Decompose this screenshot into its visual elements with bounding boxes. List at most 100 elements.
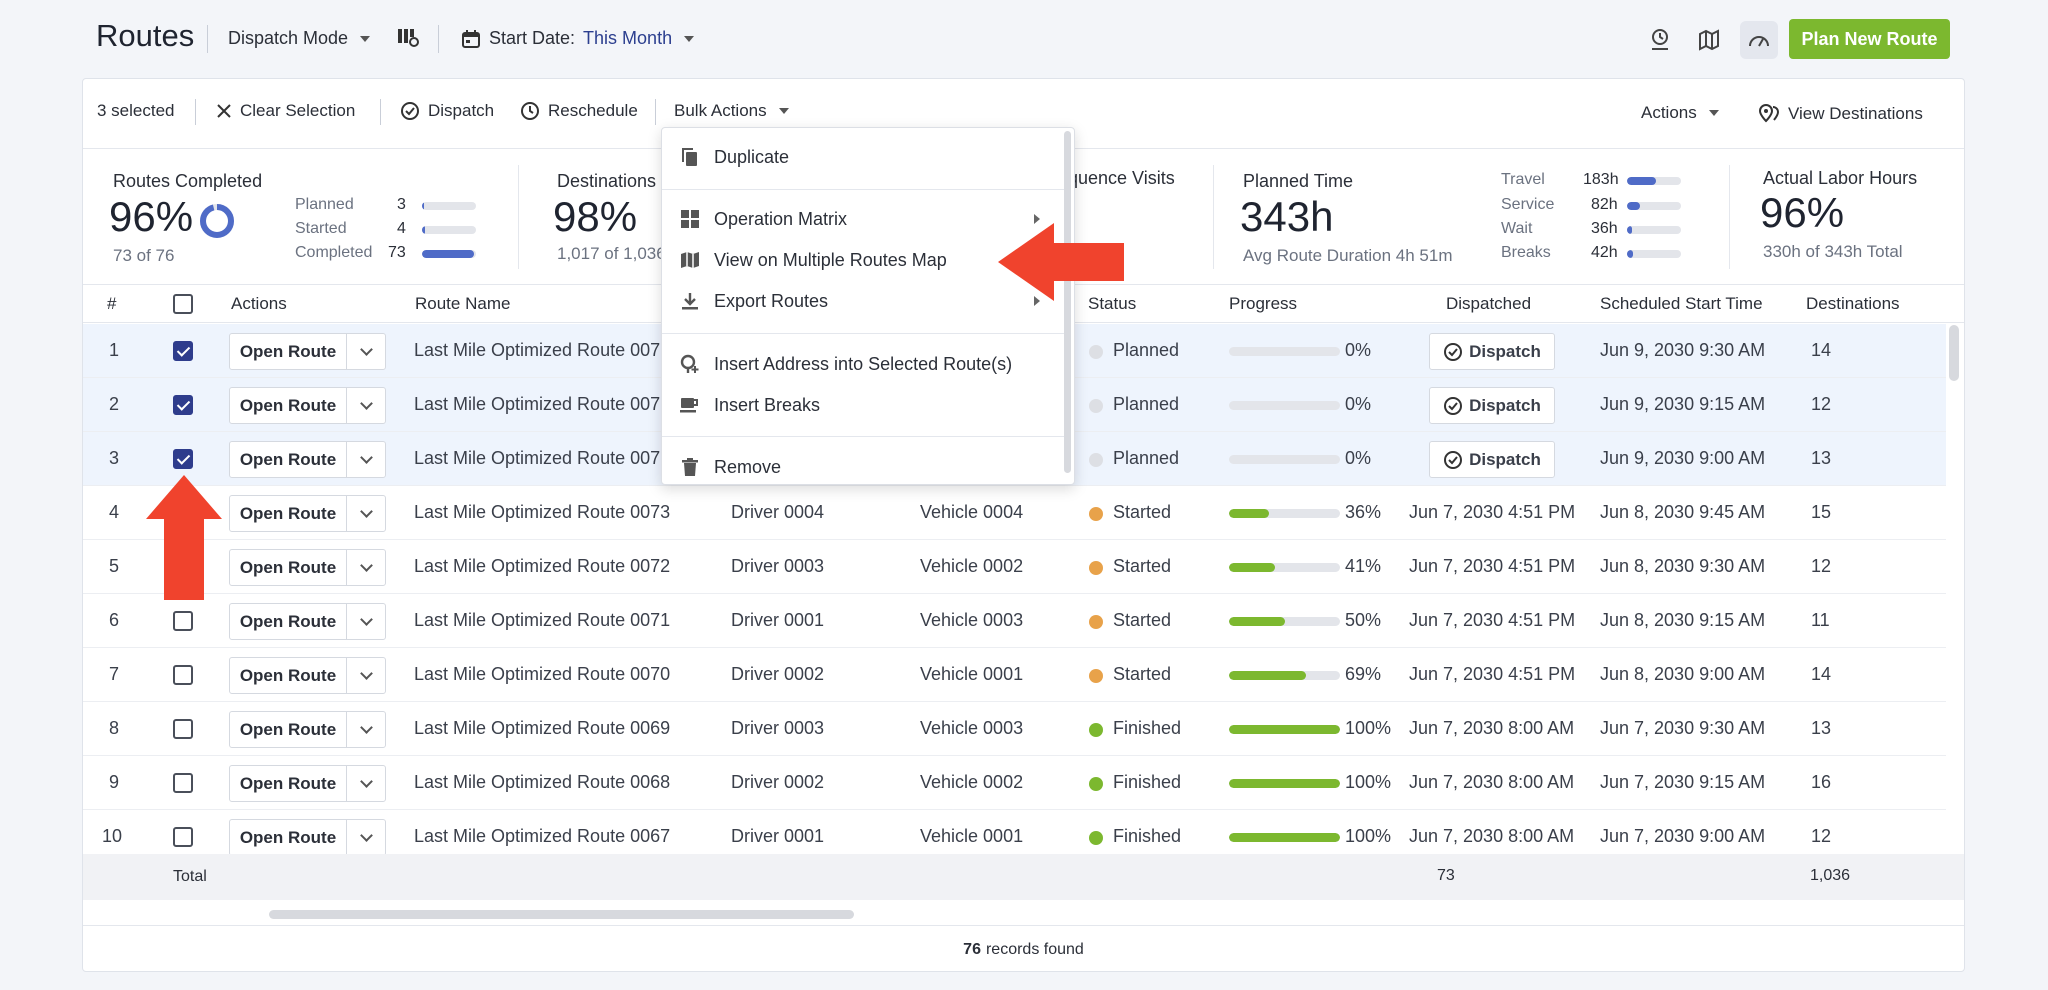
row-checkbox[interactable] — [173, 827, 193, 847]
progress-percent: 0% — [1345, 340, 1372, 360]
open-route-label: Open Route — [239, 504, 337, 523]
col-destinations[interactable]: Destinations — [1806, 294, 1900, 313]
col-num: # — [107, 294, 117, 313]
chevron-down-icon[interactable] — [360, 829, 373, 842]
records-footer: 76 records found — [83, 925, 1964, 973]
scheduled-start: Jun 9, 2030 9:00 AM — [1600, 448, 1766, 468]
chevron-down-icon[interactable] — [360, 343, 373, 356]
column-settings-icon[interactable] — [397, 26, 419, 48]
progress-percent: 100% — [1345, 718, 1392, 738]
dispatched-time: Jun 7, 2030 4:51 PM — [1409, 664, 1576, 684]
view-destinations-button[interactable]: View Destinations — [1758, 103, 1923, 125]
menu-item-export-routes[interactable]: Export Routes — [662, 281, 1064, 321]
vertical-scrollbar[interactable] — [1949, 325, 1959, 381]
progress-bar — [1229, 725, 1340, 734]
route-name[interactable]: Last Mile Optimized Route 007 — [414, 394, 661, 414]
clear-selection-button[interactable]: Clear Selection — [216, 101, 355, 121]
dispatch-mode-dropdown[interactable]: Dispatch Mode — [228, 28, 371, 49]
chevron-down-icon[interactable] — [360, 505, 373, 518]
vehicle-name: Vehicle 0002 — [920, 556, 1024, 576]
open-route-button[interactable]: Open Route — [229, 711, 386, 748]
table-row[interactable]: 10 Open Route Last Mile Optimized Route … — [83, 810, 1946, 864]
route-name[interactable]: Last Mile Optimized Route 0068 — [414, 772, 671, 792]
open-route-button[interactable]: Open Route — [229, 549, 386, 586]
row-checkbox[interactable] — [173, 341, 193, 361]
menu-item-remove[interactable]: Remove — [662, 447, 1064, 484]
table-row[interactable]: 8 Open Route Last Mile Optimized Route 0… — [83, 702, 1946, 756]
row-checkbox[interactable] — [173, 719, 193, 739]
chevron-down-icon[interactable] — [360, 667, 373, 680]
table-row[interactable]: 6 Open Route Last Mile Optimized Route 0… — [83, 594, 1946, 648]
reschedule-button[interactable]: Reschedule — [520, 101, 638, 121]
row-checkbox[interactable] — [173, 773, 193, 793]
bulk-actions-menu: Duplicate Operation Matrix View on Multi… — [661, 127, 1075, 485]
pin-plus-icon — [680, 354, 700, 374]
chevron-down-icon[interactable] — [360, 775, 373, 788]
status-dot — [1089, 561, 1103, 575]
select-all-checkbox[interactable] — [173, 294, 193, 314]
col-status[interactable]: Status — [1088, 294, 1137, 313]
dashboard-gauge-icon[interactable] — [1740, 21, 1778, 59]
row-checkbox[interactable] — [173, 449, 193, 469]
row-checkbox[interactable] — [173, 395, 193, 415]
map-view-icon[interactable] — [1690, 21, 1728, 59]
dispatch-row-button[interactable]: Dispatch — [1429, 441, 1555, 478]
route-name[interactable]: Last Mile Optimized Route 007 — [414, 340, 661, 360]
chevron-down-icon[interactable] — [360, 613, 373, 626]
open-route-label: Open Route — [239, 450, 337, 469]
table-row[interactable]: 7 Open Route Last Mile Optimized Route 0… — [83, 648, 1946, 702]
open-route-button[interactable]: Open Route — [229, 765, 386, 802]
open-route-button[interactable]: Open Route — [229, 495, 386, 532]
start-date-dropdown[interactable]: Start Date: This Month — [461, 28, 695, 49]
tutorial-arrow-up-icon — [146, 475, 222, 600]
menu-item-operation-matrix[interactable]: Operation Matrix — [662, 199, 1064, 239]
menu-item-insert-address[interactable]: Insert Address into Selected Route(s) — [662, 344, 1064, 384]
route-name[interactable]: Last Mile Optimized Route 0072 — [414, 556, 671, 576]
row-checkbox[interactable] — [173, 665, 193, 685]
table-row[interactable]: 4 Open Route Last Mile Optimized Route 0… — [83, 486, 1946, 540]
open-route-button[interactable]: Open Route — [229, 603, 386, 640]
route-name[interactable]: Last Mile Optimized Route 007 — [414, 448, 661, 468]
col-dispatched[interactable]: Dispatched — [1446, 294, 1532, 313]
route-name[interactable]: Last Mile Optimized Route 0067 — [414, 826, 671, 846]
dispatch-button[interactable]: Dispatch — [400, 101, 494, 121]
route-name[interactable]: Last Mile Optimized Route 0070 — [414, 664, 671, 684]
open-route-button[interactable]: Open Route — [229, 819, 386, 856]
row-checkbox[interactable] — [173, 611, 193, 631]
row-number: 2 — [109, 394, 120, 414]
open-route-button[interactable]: Open Route — [229, 387, 386, 424]
menu-item-multiple-routes-map[interactable]: View on Multiple Routes Map — [662, 240, 1064, 280]
chevron-down-icon[interactable] — [360, 451, 373, 464]
total-row: Total 73 1,036 — [83, 854, 1964, 900]
menu-item-insert-breaks[interactable]: Insert Breaks — [662, 385, 1064, 425]
open-route-button[interactable]: Open Route — [229, 333, 386, 370]
open-route-button[interactable]: Open Route — [229, 657, 386, 694]
menu-scrollbar[interactable] — [1064, 131, 1071, 473]
location-history-icon[interactable] — [1641, 21, 1679, 59]
horizontal-scrollbar[interactable] — [269, 910, 854, 919]
menu-item-duplicate[interactable]: Duplicate — [662, 137, 1064, 177]
labor-hours-value: 96% — [1760, 189, 1845, 236]
divider — [518, 165, 519, 269]
progress-percent: 100% — [1345, 826, 1392, 846]
progress-percent: 0% — [1345, 394, 1372, 414]
bulk-actions-dropdown[interactable]: Bulk Actions — [674, 101, 789, 121]
col-route-name[interactable]: Route Name — [415, 294, 511, 313]
open-route-button[interactable]: Open Route — [229, 441, 386, 478]
route-name[interactable]: Last Mile Optimized Route 0071 — [414, 610, 671, 630]
col-progress[interactable]: Progress — [1229, 294, 1298, 313]
driver-name: Driver 0001 — [731, 610, 825, 630]
route-name[interactable]: Last Mile Optimized Route 0073 — [414, 502, 671, 522]
table-row[interactable]: 5 Open Route Last Mile Optimized Route 0… — [83, 540, 1946, 594]
col-scheduled[interactable]: Scheduled Start Time — [1600, 294, 1763, 313]
chevron-down-icon[interactable] — [360, 721, 373, 734]
dispatch-row-button[interactable]: Dispatch — [1429, 333, 1555, 370]
dispatch-row-button[interactable]: Dispatch — [1429, 387, 1555, 424]
chevron-down-icon[interactable] — [360, 559, 373, 572]
route-name[interactable]: Last Mile Optimized Route 0069 — [414, 718, 671, 738]
plan-new-route-button[interactable]: Plan New Route — [1789, 19, 1950, 59]
chevron-down-icon[interactable] — [360, 397, 373, 410]
actions-dropdown[interactable]: Actions — [1641, 103, 1719, 123]
records-text: records found — [985, 940, 1084, 958]
table-row[interactable]: 9 Open Route Last Mile Optimized Route 0… — [83, 756, 1946, 810]
